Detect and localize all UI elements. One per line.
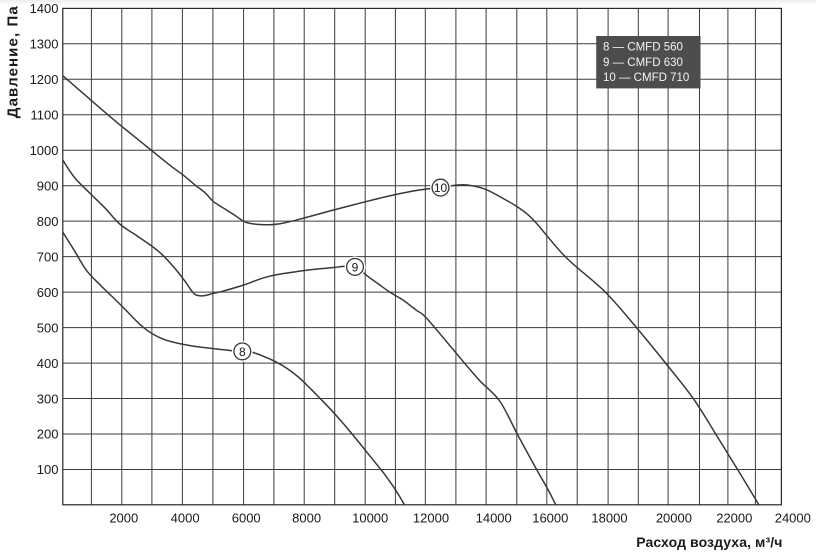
svg-text:400: 400 bbox=[37, 356, 59, 371]
svg-text:1000: 1000 bbox=[30, 143, 59, 158]
svg-text:800: 800 bbox=[37, 214, 59, 229]
svg-text:9 — CMFD 630: 9 — CMFD 630 bbox=[603, 57, 683, 69]
svg-text:10 — CMFD 710: 10 — CMFD 710 bbox=[603, 72, 689, 84]
svg-text:300: 300 bbox=[37, 391, 59, 406]
svg-text:200: 200 bbox=[37, 427, 59, 442]
svg-text:4000: 4000 bbox=[171, 511, 200, 526]
svg-text:10: 10 bbox=[434, 181, 448, 195]
svg-text:8: 8 bbox=[239, 345, 246, 359]
svg-text:100: 100 bbox=[37, 462, 59, 477]
svg-text:16000: 16000 bbox=[532, 511, 568, 526]
svg-text:8000: 8000 bbox=[292, 511, 321, 526]
svg-text:900: 900 bbox=[37, 178, 59, 193]
svg-text:8 — CMFD 560: 8 — CMFD 560 bbox=[603, 41, 683, 53]
svg-text:Давление, Па: Давление, Па bbox=[5, 5, 22, 118]
svg-text:6000: 6000 bbox=[232, 511, 261, 526]
svg-text:20000: 20000 bbox=[656, 511, 692, 526]
svg-text:14000: 14000 bbox=[476, 511, 512, 526]
svg-text:700: 700 bbox=[37, 249, 59, 264]
svg-text:24000: 24000 bbox=[775, 511, 811, 526]
svg-text:18000: 18000 bbox=[591, 511, 627, 526]
svg-text:Расход воздуха, м³/ч: Расход воздуха, м³/ч bbox=[636, 534, 782, 550]
svg-text:22000: 22000 bbox=[716, 511, 752, 526]
svg-text:600: 600 bbox=[37, 285, 59, 300]
svg-text:12000: 12000 bbox=[413, 511, 449, 526]
svg-text:10000: 10000 bbox=[352, 511, 388, 526]
svg-text:9: 9 bbox=[352, 261, 359, 275]
svg-text:2000: 2000 bbox=[109, 511, 138, 526]
svg-text:1200: 1200 bbox=[30, 72, 59, 87]
svg-text:1100: 1100 bbox=[31, 107, 59, 122]
svg-text:1400: 1400 bbox=[30, 1, 59, 16]
svg-text:500: 500 bbox=[37, 320, 59, 335]
svg-text:1300: 1300 bbox=[30, 37, 59, 52]
